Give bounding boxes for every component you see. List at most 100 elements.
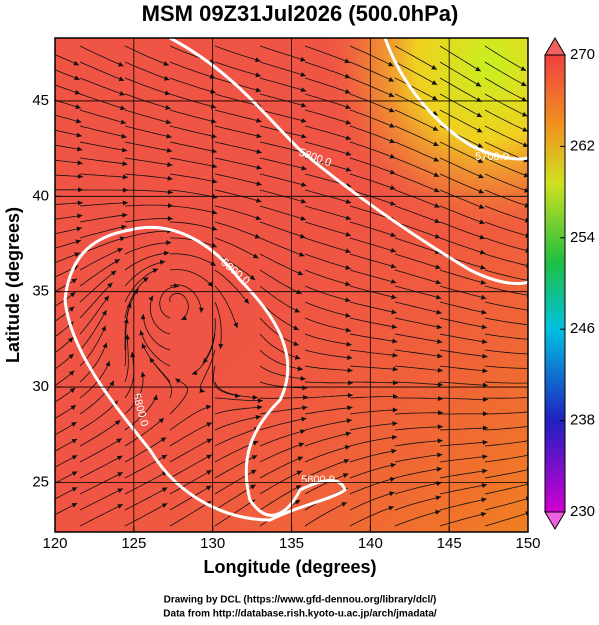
stream-arrow <box>389 477 396 482</box>
streamline <box>439 109 483 133</box>
stream-arrow <box>140 314 146 320</box>
streamline <box>79 488 124 511</box>
stream-arrow <box>250 469 257 475</box>
stream-arrow <box>392 352 398 358</box>
streamline <box>124 218 173 223</box>
stream-arrow <box>388 92 395 97</box>
streamline <box>214 301 222 350</box>
stream-arrow <box>434 203 440 208</box>
stream-arrow <box>435 294 442 300</box>
stream-arrow <box>211 178 218 184</box>
stream-arrow <box>347 392 353 398</box>
streamline <box>439 349 488 358</box>
stream-arrow <box>77 160 83 166</box>
stream-arrow <box>345 215 352 221</box>
stream-arrow <box>117 504 123 509</box>
stream-arrow <box>391 434 398 440</box>
streamline <box>394 141 440 162</box>
stream-arrow <box>206 454 212 460</box>
stream-arrow <box>437 353 443 359</box>
stream-arrow <box>211 209 218 215</box>
streamline <box>169 500 212 527</box>
streamline <box>484 333 528 340</box>
streamline <box>350 381 399 384</box>
streamline <box>304 407 353 415</box>
stream-arrow <box>77 173 83 179</box>
streamline <box>349 301 397 314</box>
stream-arrow <box>71 438 78 444</box>
stream-arrow <box>255 215 262 221</box>
stream-arrow <box>480 264 486 270</box>
streamline <box>439 221 486 239</box>
stream-arrow <box>347 367 353 373</box>
streamline <box>349 253 397 268</box>
streamline <box>55 215 83 220</box>
stream-arrow <box>166 240 172 246</box>
streamline <box>259 93 307 107</box>
streamline <box>259 285 301 313</box>
stream-arrow <box>436 466 442 472</box>
streamline <box>259 141 307 154</box>
streamline <box>124 371 144 415</box>
stream-arrow <box>437 367 443 373</box>
stream-arrow <box>102 342 108 349</box>
streamline <box>349 285 397 299</box>
stream-arrow <box>392 338 398 344</box>
stream-arrow <box>166 147 173 153</box>
stream-arrow <box>345 327 352 333</box>
streamline <box>349 436 398 447</box>
streamline <box>79 309 107 351</box>
streamline <box>214 189 262 203</box>
stream-arrow <box>345 151 352 156</box>
stream-arrow <box>346 418 352 424</box>
streamline <box>169 284 202 313</box>
streamline <box>214 125 262 138</box>
streamline <box>259 417 307 431</box>
stream-arrow <box>387 61 394 67</box>
x-axis-label: Longitude (degrees) <box>203 557 376 577</box>
streamline <box>214 237 259 259</box>
streamline <box>214 406 263 415</box>
streamline <box>124 252 170 271</box>
streamline <box>169 109 217 123</box>
streamline <box>124 502 168 527</box>
stream-arrow <box>75 239 81 245</box>
stream-arrow <box>391 448 397 454</box>
streamline <box>304 365 353 371</box>
stream-arrow <box>432 126 439 131</box>
streamline <box>349 450 397 463</box>
streamline <box>169 422 213 447</box>
stream-arrow <box>522 127 528 132</box>
streamline <box>484 483 528 495</box>
streamline <box>124 77 171 95</box>
streamline <box>79 45 124 67</box>
streamline <box>169 253 216 267</box>
stream-arrow <box>257 398 263 404</box>
streamline <box>55 421 77 436</box>
stream-arrow <box>256 133 262 139</box>
stream-arrow <box>77 213 83 219</box>
y-axis-label: Latitude (degrees) <box>3 207 23 363</box>
stream-arrow <box>388 107 395 113</box>
streamline <box>484 469 528 479</box>
colorbar <box>544 54 566 513</box>
streamline <box>169 292 189 321</box>
streamline <box>484 440 528 447</box>
streamline <box>484 237 528 252</box>
stream-arrow <box>173 283 179 288</box>
stream-arrow <box>480 294 487 300</box>
streamline <box>214 221 261 239</box>
stream-arrow <box>252 440 259 446</box>
streamline <box>124 189 173 193</box>
streamline <box>394 77 438 101</box>
y-tick-label: 45 <box>32 92 49 109</box>
stream-arrow <box>300 376 306 382</box>
streamline <box>259 442 305 463</box>
stream-arrow <box>105 361 111 367</box>
stream-arrow <box>438 410 443 416</box>
stream-arrow <box>123 318 129 324</box>
streamline <box>349 333 398 343</box>
streamline <box>169 125 217 138</box>
stream-arrow <box>432 95 438 101</box>
stream-arrow <box>149 357 155 363</box>
